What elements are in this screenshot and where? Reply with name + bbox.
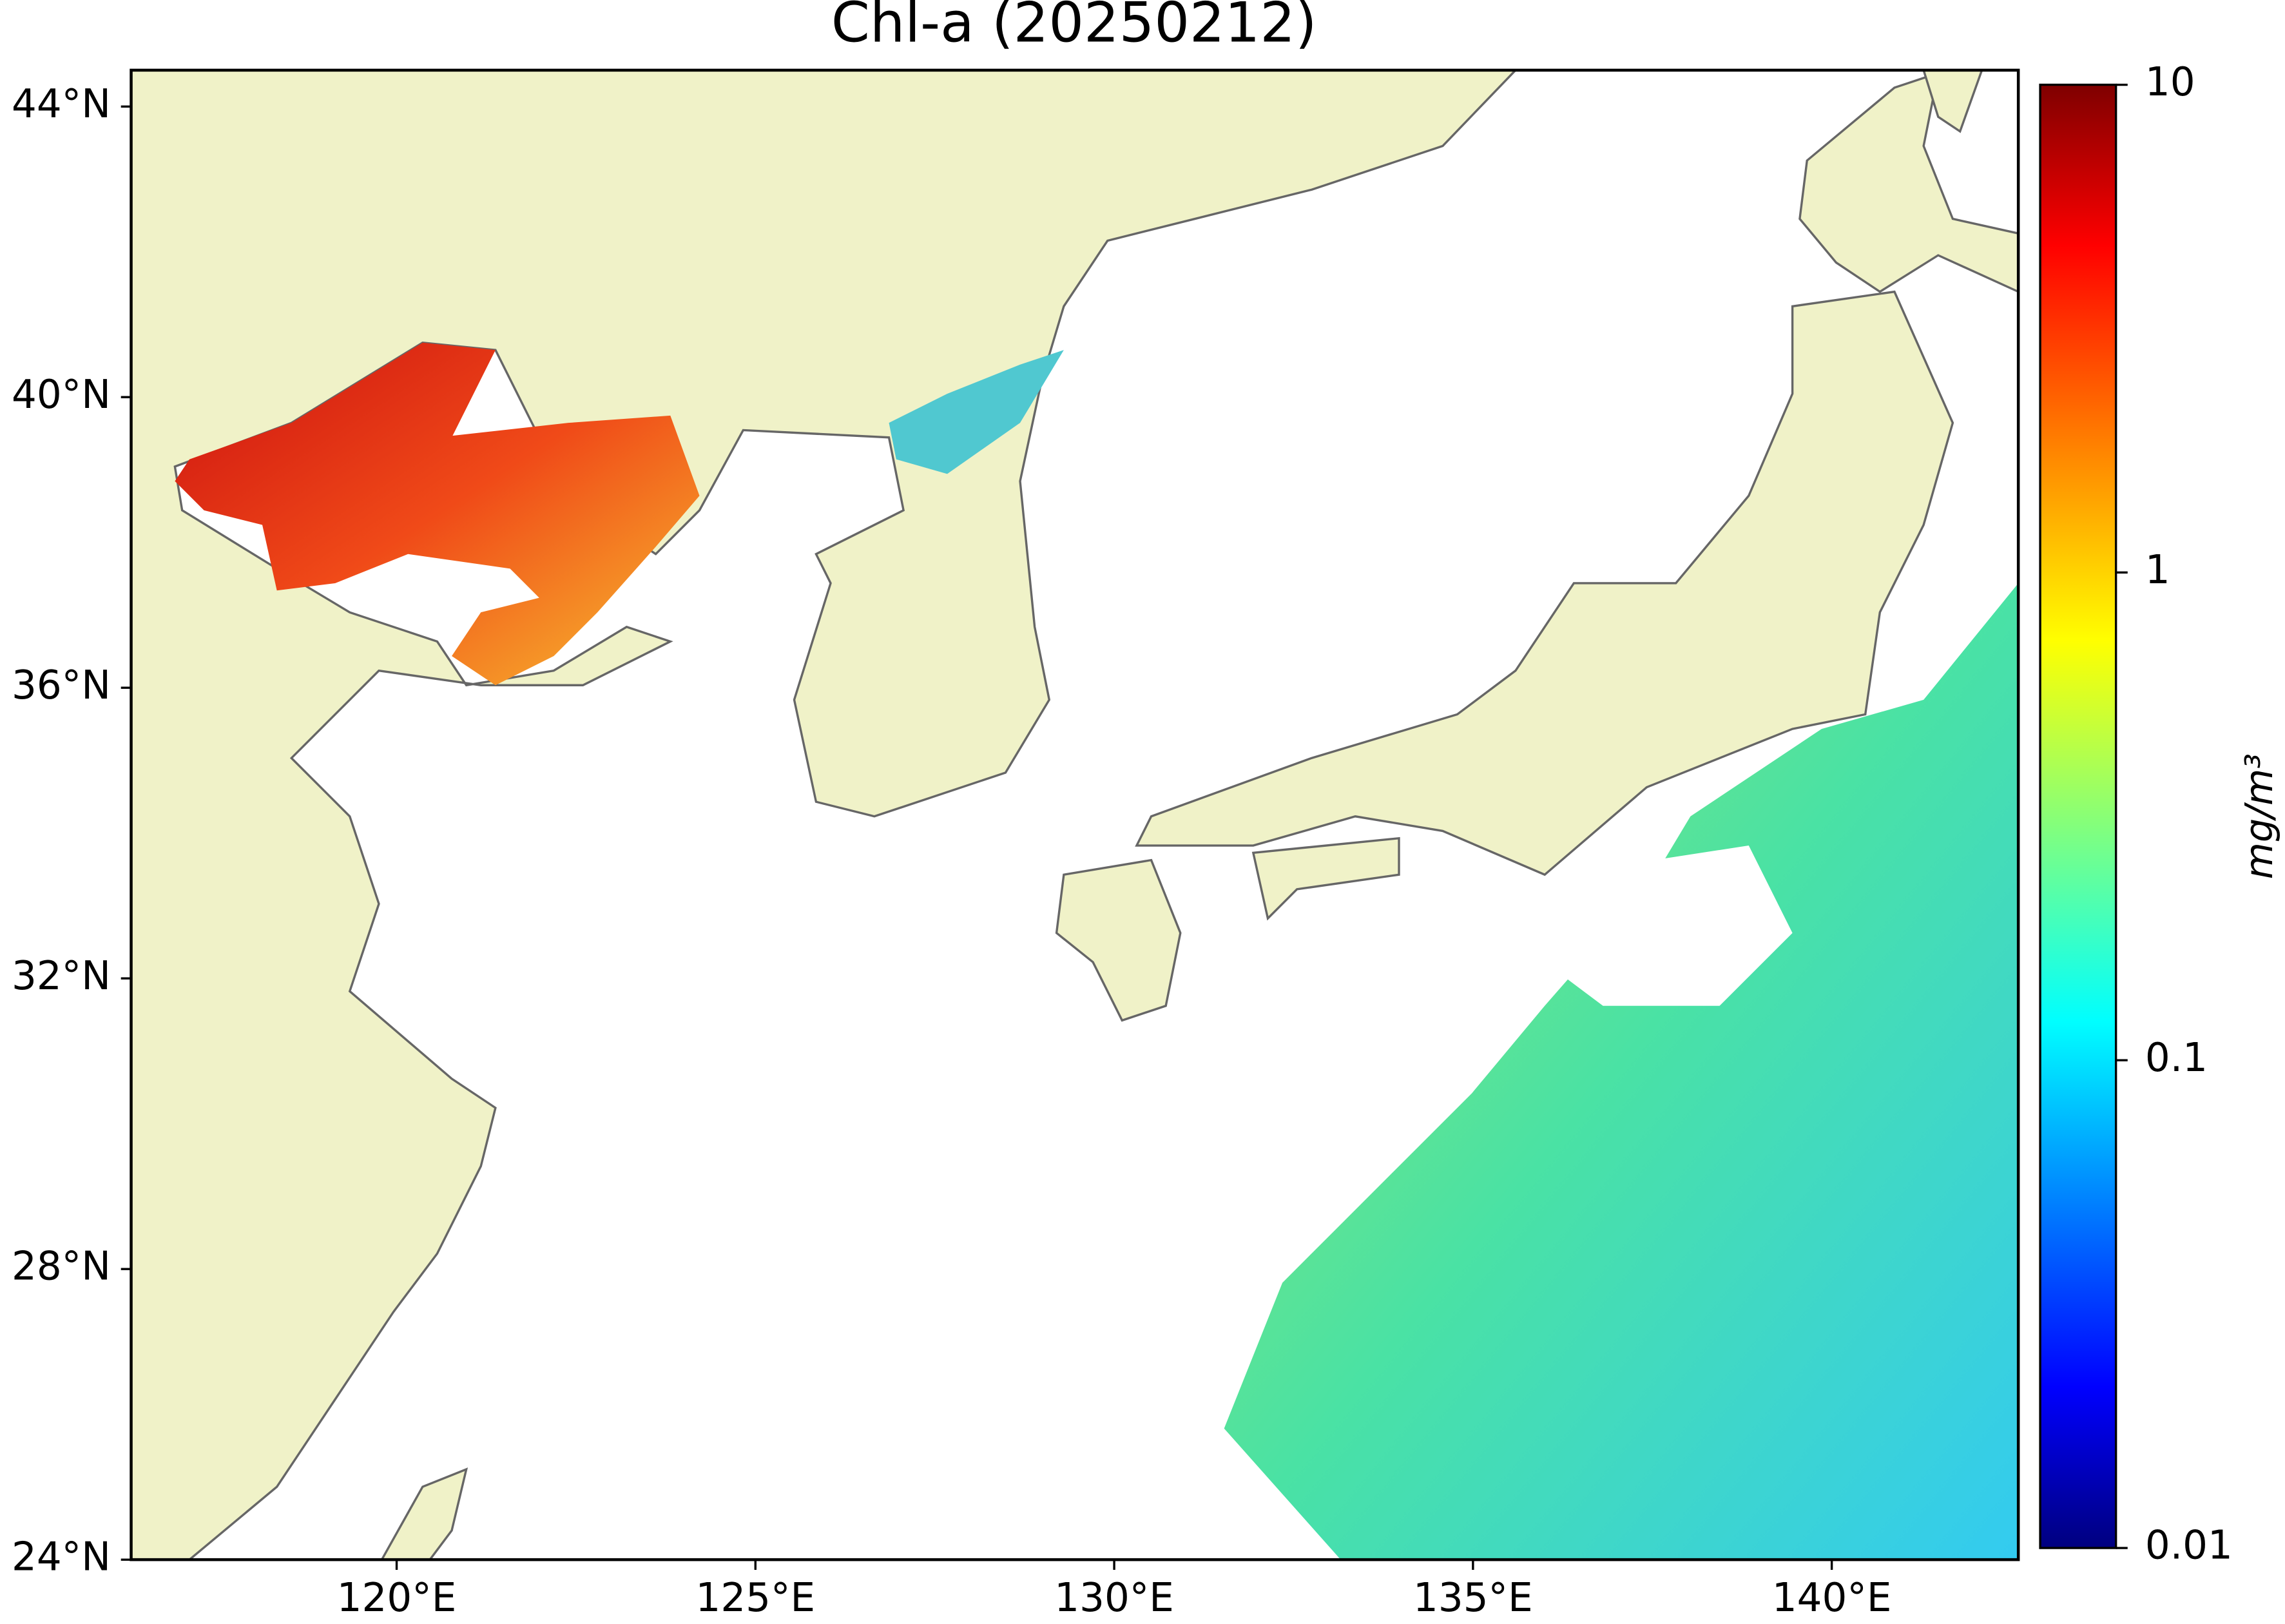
cloud-gap — [1545, 846, 1793, 1006]
kyushu — [1055, 858, 1182, 1022]
x-tick-label: 135°E — [1413, 1575, 1533, 1621]
x-tick-label: 120°E — [337, 1575, 457, 1621]
colorbar-tick-label: 0.01 — [2145, 1523, 2233, 1569]
y-tick-label: 44°N — [12, 81, 111, 127]
pacific-patch — [1224, 583, 2019, 1560]
axes-frame — [130, 68, 2020, 1561]
y-tick-label: 36°N — [12, 662, 111, 708]
honshu — [1135, 290, 1954, 876]
shikoku — [1251, 836, 1400, 921]
sakhalin — [1922, 70, 1983, 133]
bohai-bloom — [175, 342, 700, 686]
korea-bay-patch — [889, 350, 1064, 474]
colorbar — [2039, 83, 2117, 1549]
colorbar-tick-label: 1 — [2145, 547, 2170, 593]
hokkaido — [1798, 71, 2019, 293]
colorbar-tick-label: 0.1 — [2145, 1035, 2208, 1081]
y-tick-label: 32°N — [12, 953, 111, 999]
chlorophyll-field — [175, 342, 2019, 1560]
y-tick-label: 24°N — [12, 1534, 111, 1580]
y-tick-label: 28°N — [12, 1244, 111, 1290]
ticks: 120°E 125°E 130°E 135°E 140°E 24°N 28°N 32°N 36°… — [12, 59, 2233, 1621]
x-tick-label: 140°E — [1772, 1575, 1892, 1621]
land — [131, 70, 2019, 1560]
x-tick-label: 130°E — [1054, 1575, 1174, 1621]
y-tick-label: 40°N — [12, 372, 111, 418]
taiwan — [380, 1467, 468, 1560]
colorbar-label: mg/m³ — [2237, 753, 2281, 879]
colorbar-tick-label: 10 — [2145, 59, 2195, 105]
map-title: Chl-a (20250212) — [831, 0, 1317, 55]
x-tick-label: 125°E — [696, 1575, 816, 1621]
map-area — [131, 70, 2019, 1560]
